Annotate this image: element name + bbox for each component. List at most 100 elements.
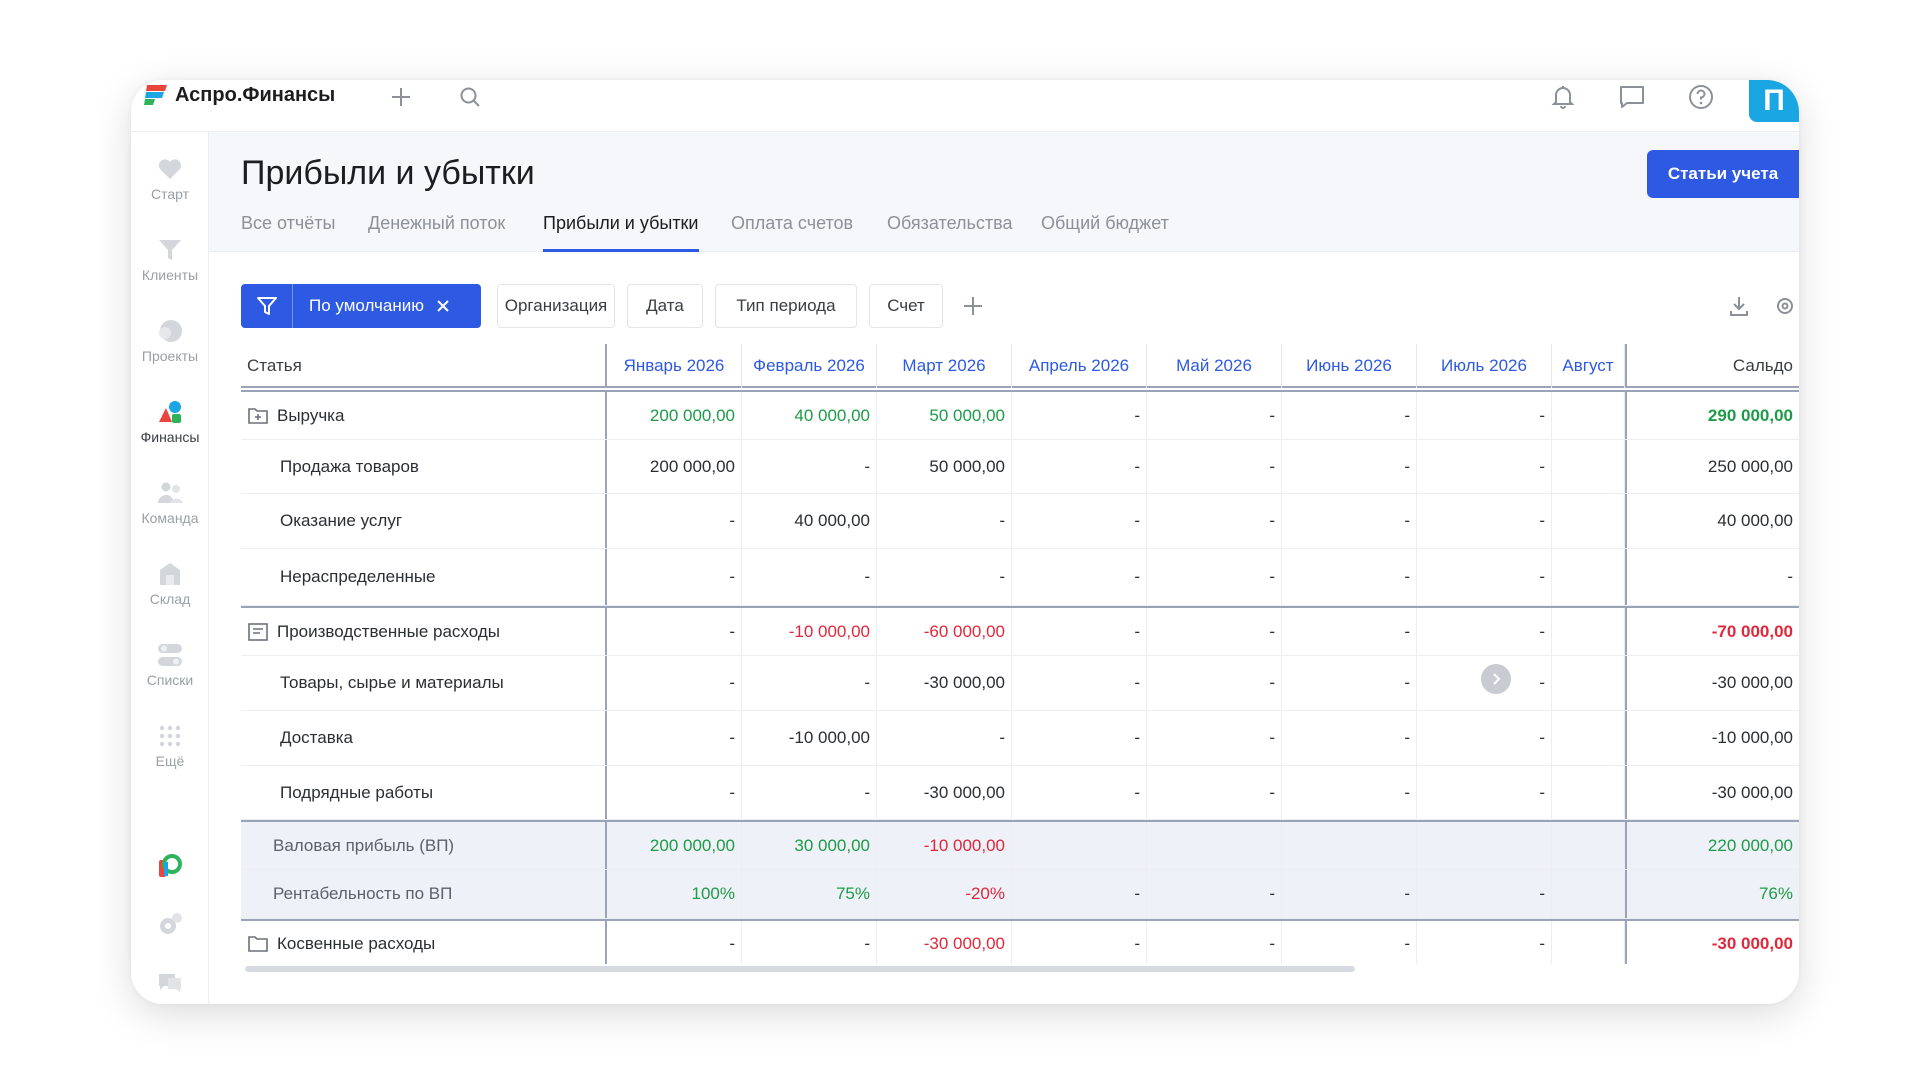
filter-account[interactable]: Счет [869, 284, 943, 328]
value-cell: 100% [607, 870, 742, 918]
filter-preset[interactable]: По умолчанию [241, 284, 481, 328]
search-icon[interactable] [455, 82, 485, 112]
filter-icon [241, 284, 293, 328]
row-label-cell[interactable]: Рентабельность по ВП [241, 870, 607, 918]
balance-cell: -30 000,00 [1625, 766, 1799, 819]
value-cell: - [1012, 440, 1147, 493]
bell-icon[interactable] [1548, 82, 1578, 112]
value-cell: 40 000,00 [742, 392, 877, 439]
row-label-cell[interactable]: Оказание услуг [241, 494, 607, 548]
gear-icon[interactable] [1771, 292, 1799, 320]
nav-item-finance[interactable]: Финансы [131, 397, 209, 457]
tab-profit-loss[interactable]: Прибыли и убытки [543, 208, 699, 252]
table-row[interactable]: Производственные расходы - -10 000,00 -60 0… [241, 606, 1799, 656]
tab-all-reports[interactable]: Все отчёты [241, 213, 336, 233]
filter-preset-label: По умолчанию [309, 296, 424, 315]
tab-liabilities[interactable]: Обязательства [887, 213, 1013, 233]
value-cell: - [1147, 494, 1282, 548]
value-cell: - [742, 766, 877, 819]
column-header-month[interactable]: Август [1552, 344, 1625, 388]
row-label: Оказание услуг [280, 511, 403, 530]
table-row[interactable]: Косвенные расходы - - -30 000,00- - - - -30 000… [241, 919, 1799, 964]
nav-item-lists[interactable]: Списки [131, 640, 209, 700]
value-cell: - [1012, 494, 1147, 548]
column-header-month[interactable]: Март 2026 [877, 344, 1012, 388]
filter-organization[interactable]: Организация [497, 284, 615, 328]
table-row[interactable]: Товары, сырье и материалы - - -30 000,00- - -… [241, 656, 1799, 711]
team-icon [155, 478, 185, 508]
left-navigation: Старт Клиенты Проекты Финансы Команда [131, 132, 209, 1004]
filter-period-type[interactable]: Тип периода [715, 284, 857, 328]
filter-date[interactable]: Дата [627, 284, 703, 328]
table-row[interactable]: Выручка 200 000,00 40 000,00 50 000,00- - - -2… [241, 390, 1799, 440]
brand-logo-icon [144, 85, 167, 105]
partner-logo-icon[interactable] [131, 846, 209, 886]
column-header-month[interactable]: Июнь 2026 [1282, 344, 1417, 388]
support-chat-icon[interactable] [131, 962, 209, 1002]
value-cell: -30 000,00 [877, 921, 1012, 964]
value-cell [1552, 711, 1625, 765]
nav-item-clients[interactable]: Клиенты [131, 235, 209, 295]
accounting-items-button[interactable]: Статьи учета [1647, 150, 1799, 198]
row-label-cell[interactable]: Товары, сырье и материалы [241, 656, 607, 710]
value-cell: -10 000,00 [742, 711, 877, 765]
nav-item-warehouse[interactable]: Склад [131, 559, 209, 619]
heart-icon [155, 154, 185, 184]
row-label-cell[interactable]: Выручка [241, 392, 607, 439]
more-grid-icon [155, 721, 185, 751]
row-label-cell[interactable]: Производственные расходы [241, 608, 607, 655]
column-header-month[interactable]: Май 2026 [1147, 344, 1282, 388]
value-cell: 40 000,00 [742, 494, 877, 548]
table-row[interactable]: Подрядные работы - - -30 000,00- - - - -30 000,… [241, 766, 1799, 820]
value-cell: -30 000,00 [877, 656, 1012, 710]
scroll-right-icon[interactable] [1481, 664, 1511, 694]
row-label-cell[interactable]: Косвенные расходы [241, 921, 607, 964]
table-row[interactable]: Продажа товаров 200 000,00-50 000,00- - - -2… [241, 440, 1799, 494]
value-cell [1012, 822, 1147, 869]
horizontal-scrollbar[interactable] [245, 966, 1355, 972]
table-row[interactable]: Нераспределенные - - - - - - - - [241, 549, 1799, 606]
column-header-month[interactable]: Июль 2026 [1417, 344, 1552, 388]
warehouse-icon [155, 559, 185, 589]
download-icon[interactable] [1725, 292, 1753, 320]
settings-icon[interactable] [131, 904, 209, 944]
row-label-cell[interactable]: Продажа товаров [241, 440, 607, 493]
column-header-item[interactable]: Статья [241, 344, 607, 388]
nav-item-more[interactable]: Ещё [131, 721, 209, 781]
table-row[interactable]: Рентабельность по ВП 100% 75% -20% - - - -76% [241, 870, 1799, 919]
tab-cash-flow[interactable]: Денежный поток [368, 213, 506, 233]
value-cell: - [877, 549, 1012, 605]
add-filter-icon[interactable] [959, 292, 987, 320]
balance-cell: 220 000,00 [1625, 822, 1799, 869]
row-label-cell[interactable]: Валовая прибыль (ВП) [241, 822, 607, 869]
value-cell: - [1147, 608, 1282, 655]
plus-icon[interactable] [386, 82, 416, 112]
help-icon[interactable] [1686, 82, 1716, 112]
row-label: Подрядные работы [280, 782, 434, 802]
column-header-balance[interactable]: Сальдо [1625, 344, 1799, 388]
nav-item-team[interactable]: Команда [131, 478, 209, 538]
column-header-month[interactable]: Февраль 2026 [742, 344, 877, 388]
table-row[interactable]: Валовая прибыль (ВП) 200 000,00 30 000,00-… [241, 820, 1799, 870]
table-header: Статья Январь 2026 Февраль 2026 Март 202… [241, 344, 1799, 388]
tab-total-budget[interactable]: Общий бюджет [1041, 213, 1169, 233]
column-header-month[interactable]: Январь 2026 [607, 344, 742, 388]
value-cell: 200 000,00 [607, 822, 742, 869]
nav-item-start[interactable]: Старт [131, 154, 209, 214]
column-header-month[interactable]: Апрель 2026 [1012, 344, 1147, 388]
user-avatar[interactable]: П [1749, 80, 1799, 122]
value-cell [1552, 870, 1625, 918]
value-cell: - [1282, 549, 1417, 605]
table-row[interactable]: Оказание услуг -40 000,00- - - - -40 000,00 [241, 494, 1799, 549]
value-cell: - [1147, 711, 1282, 765]
row-label-cell[interactable]: Нераспределенные [241, 549, 607, 605]
row-label-cell[interactable]: Доставка [241, 711, 607, 765]
tab-bill-payment[interactable]: Оплата счетов [731, 213, 854, 233]
nav-item-projects[interactable]: Проекты [131, 316, 209, 376]
row-label-cell[interactable]: Подрядные работы [241, 766, 607, 819]
folder-icon [247, 933, 269, 955]
close-icon[interactable] [436, 299, 450, 313]
value-cell [1552, 494, 1625, 548]
table-row[interactable]: Доставка - -10 000,00- - - - - -10 000,00 [241, 711, 1799, 766]
chat-icon[interactable] [1617, 82, 1647, 112]
